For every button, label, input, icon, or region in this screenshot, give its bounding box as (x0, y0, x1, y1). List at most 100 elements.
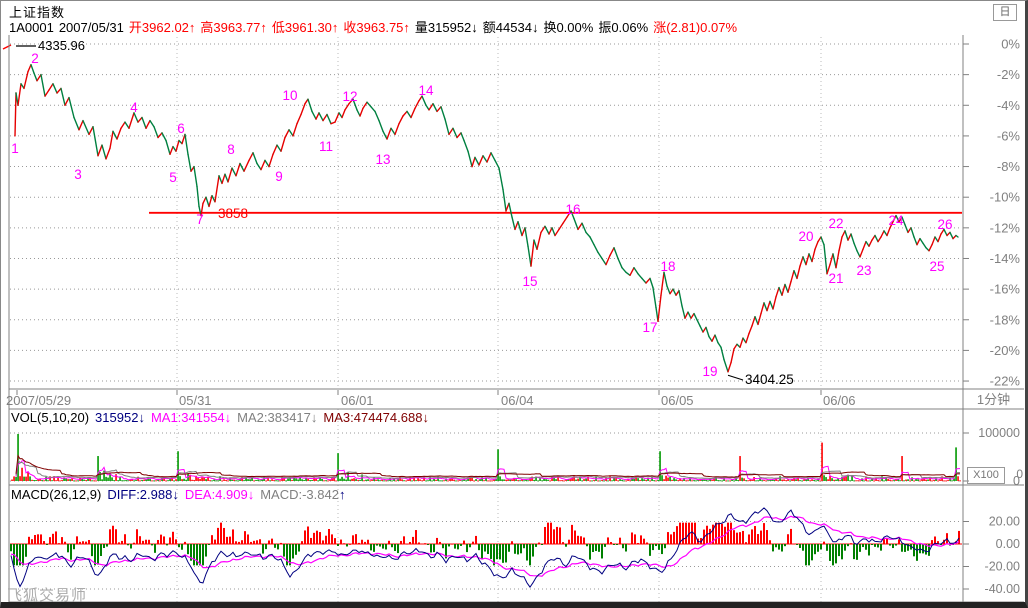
macd-hist-bar (136, 529, 138, 544)
volume-bar (419, 479, 421, 481)
volume-bar (137, 476, 139, 481)
volume-panel-header: VOL(5,10,20) 315952↓ MA1:341554↓ MA2:383417… (11, 410, 435, 425)
volume-bar (327, 480, 329, 482)
macd-ytick-label: 20.00 (989, 515, 1020, 529)
price-segment (187, 153, 192, 172)
volume-bar (83, 479, 85, 481)
volume-bar (915, 479, 917, 481)
macd-hist-bar (454, 544, 456, 549)
macd-field-macd-dea: DEA:4.909↓ (184, 487, 255, 502)
volume-bar (931, 480, 933, 482)
macd-hist-bar (211, 535, 213, 544)
price-segment (874, 234, 879, 243)
volume-bar (11, 479, 13, 481)
volume-bar (101, 479, 103, 481)
volume-bar (543, 477, 545, 481)
macd-hist-bar (190, 544, 192, 561)
volume-bar (57, 476, 59, 481)
volume-bar (53, 476, 55, 481)
macd-hist-bar (526, 544, 528, 561)
macd-hist-bar (538, 542, 540, 544)
vol-field-vol-ma2: MA2:383417↓ (237, 410, 318, 425)
price-segment (727, 362, 732, 373)
macd-hist-bar (670, 534, 672, 544)
price-segment (14, 92, 17, 137)
volume-bar (921, 479, 923, 481)
price-segment (617, 257, 623, 269)
macd-hist-bar (457, 544, 459, 550)
macd-hist-bar (904, 544, 906, 552)
price-segment (949, 231, 954, 240)
volume-bar (273, 480, 275, 482)
volume-bar (789, 480, 791, 482)
volume-bar (951, 480, 953, 482)
price-segment (663, 271, 668, 287)
volume-bar (203, 477, 205, 481)
price-segment (748, 325, 753, 335)
volume-bar (901, 456, 903, 481)
volume-bar (837, 478, 839, 481)
macd-hist-bar (784, 544, 786, 547)
period-day-button[interactable]: 日 (993, 4, 1017, 21)
volume-bar (95, 480, 97, 482)
price-segment (432, 102, 438, 113)
macd-hist-bar (691, 522, 693, 544)
macd-hist-bar (22, 544, 24, 566)
price-segment (609, 247, 615, 257)
macd-hist-bar (373, 544, 375, 552)
vol-field-vol-ma1: MA1:341554↓ (150, 410, 232, 425)
volume-bar (693, 480, 695, 482)
volume-bar (617, 480, 619, 482)
price-segment (137, 116, 143, 123)
macd-hist-bar (799, 544, 801, 548)
volume-bar (859, 480, 861, 482)
macd-hist-bar (472, 541, 474, 544)
macd-hist-bar (739, 532, 741, 544)
volume-bar (299, 477, 301, 481)
volume-bar (957, 476, 959, 481)
volume-bar (771, 479, 773, 481)
price-segment (248, 152, 254, 162)
macd-hist-bar (142, 540, 144, 544)
volume-bar (767, 480, 769, 482)
volume-bar (355, 479, 357, 481)
volume-bar (435, 479, 437, 481)
macd-lines (10, 507, 960, 588)
price-segment (799, 256, 804, 267)
volume-bar (845, 475, 847, 481)
price-segment (410, 107, 416, 119)
volume-bar (293, 477, 295, 481)
price-segment (708, 335, 713, 342)
macd-hist-bar (928, 544, 930, 556)
macd-hist-bar (589, 544, 591, 560)
volume-bar (733, 480, 735, 482)
quote-field-close: 收3963.75↑ (343, 20, 410, 35)
macd-hist-bar (736, 532, 738, 544)
price-segment (742, 337, 747, 344)
macd-hist-bar (625, 544, 627, 552)
macd-hist-bar (931, 540, 933, 544)
low-point-pointer (727, 374, 744, 381)
volume-bar (143, 479, 145, 481)
macd-hist-bar (505, 544, 507, 563)
volume-bar (459, 479, 461, 481)
volume-bar (365, 479, 367, 481)
price-segment (517, 220, 523, 237)
price-ytick-label: -16% (990, 282, 1021, 297)
volume-bar (497, 449, 499, 481)
macd-hist-bar (814, 544, 816, 555)
macd-hist-bar (148, 539, 150, 544)
macd-hist-bar (250, 541, 252, 544)
volume-bar (463, 478, 465, 481)
price-segment (288, 129, 294, 137)
quote-field-turnover: 换0.00% (543, 20, 594, 35)
macd-hist-bar (295, 544, 297, 555)
volume-bar (229, 477, 231, 481)
price-segment (502, 188, 507, 212)
volume-bar (279, 480, 281, 482)
volume-bar (525, 479, 527, 481)
macd-hist-bar (394, 544, 396, 551)
volume-bar (141, 479, 143, 481)
volume-bar (521, 479, 523, 481)
